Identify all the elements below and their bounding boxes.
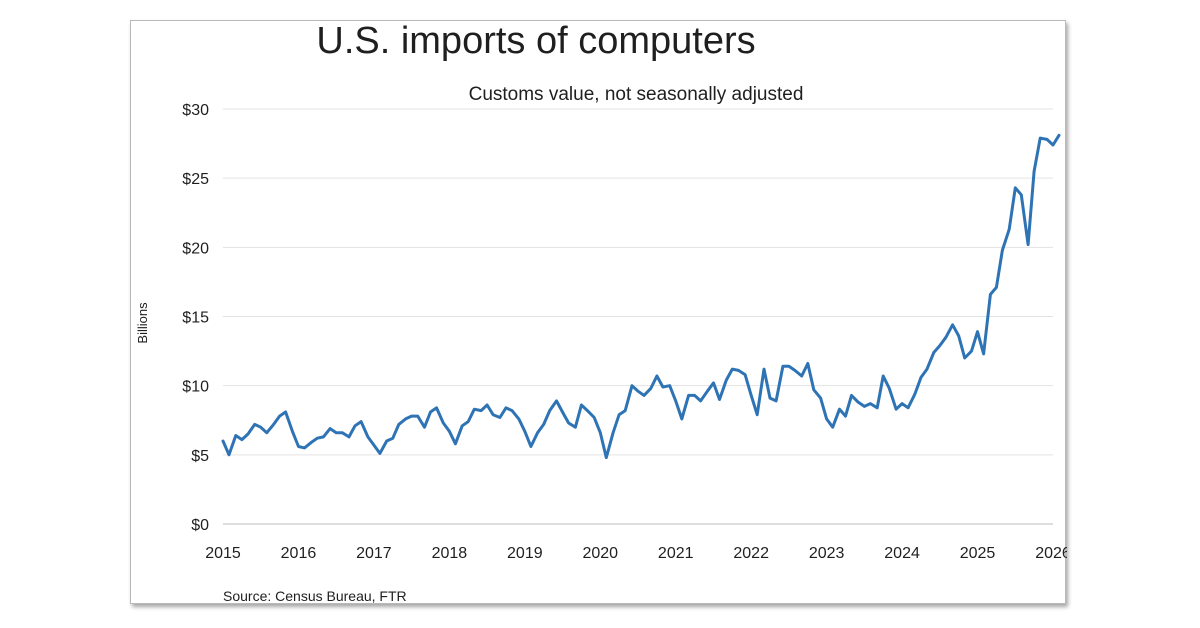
source-note: Source: Census Bureau, FTR — [223, 588, 407, 604]
x-tick-label: 2016 — [281, 545, 317, 562]
x-tick-label: 2024 — [884, 545, 920, 562]
series-line-computer-imports — [221, 133, 1061, 460]
x-tick-labels: 2015 2016 2017 2018 2019 2020 2021 2022 2023 2024… — [205, 545, 1067, 562]
y-tick-label: $25 — [182, 171, 209, 188]
x-tick-label: 2019 — [507, 545, 543, 562]
x-tick-label: 2017 — [356, 545, 392, 562]
x-tick-label: 2022 — [733, 545, 769, 562]
x-tick-label: 2018 — [432, 545, 468, 562]
y-tick-label: $0 — [191, 517, 209, 534]
y-axis-label: Billions — [135, 302, 150, 344]
x-tick-label: 2025 — [960, 545, 996, 562]
y-tick-label: $15 — [182, 310, 209, 327]
x-tick-label: 2015 — [205, 545, 241, 562]
line-chart: U.S. imports of computers Customs value,… — [135, 21, 1067, 604]
chart-subtitle: Customs value, not seasonally adjusted — [469, 84, 804, 105]
x-tick-label: 2020 — [582, 545, 618, 562]
gridlines — [223, 108, 1053, 525]
y-tick-label: $10 — [182, 379, 209, 396]
y-tick-label: $20 — [182, 240, 209, 257]
chart-frame: U.S. imports of computers Customs value,… — [130, 20, 1067, 604]
chart-title: U.S. imports of computers — [316, 21, 755, 62]
x-tick-label: 2023 — [809, 545, 845, 562]
y-tick-label: $30 — [182, 102, 209, 119]
y-tick-labels: $0 $5 $10 $15 $20 $25 $30 — [182, 102, 209, 534]
x-tick-label: 2026 — [1035, 545, 1067, 562]
y-tick-label: $5 — [191, 448, 209, 465]
x-tick-label: 2021 — [658, 545, 694, 562]
